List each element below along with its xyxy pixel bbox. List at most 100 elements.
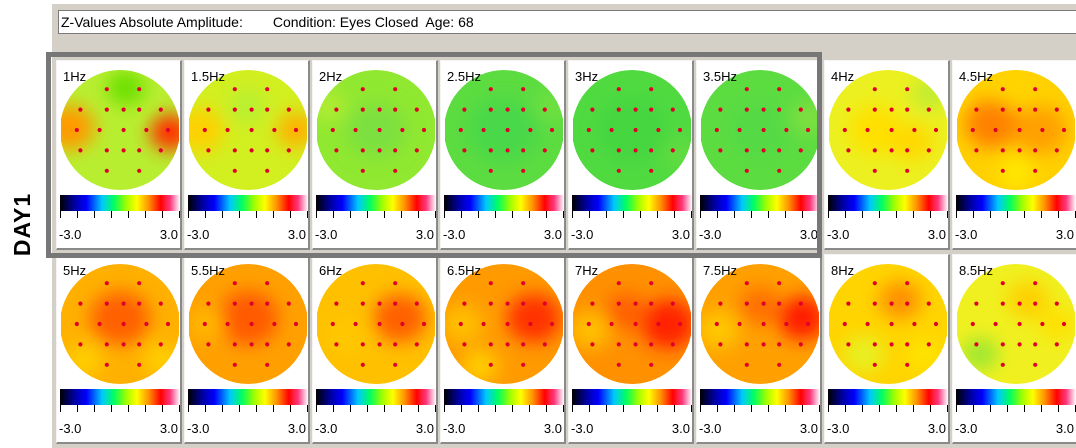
- scale-max: 3.0: [415, 227, 434, 242]
- topomap-panel[interactable]: 3Hz -3.0 3.0: [568, 60, 694, 250]
- head-topomap: [573, 70, 691, 190]
- electrode-dot: [905, 87, 910, 92]
- electrode-dot: [249, 301, 254, 306]
- head-topomap: [445, 264, 563, 384]
- electrode-dot: [656, 127, 661, 133]
- electrode-dot: [249, 148, 254, 153]
- electrode-dot: [616, 362, 621, 367]
- electrode-dot: [165, 321, 171, 327]
- electrode-dot: [104, 342, 109, 347]
- topomap-panel[interactable]: 7.5Hz -3.0 3.0: [696, 254, 822, 444]
- electrode-dot: [616, 342, 621, 347]
- electrode-dot: [549, 127, 555, 133]
- electrode-dot: [488, 281, 493, 286]
- topomap-panel[interactable]: 2.5Hz -3.0 3.0: [440, 60, 566, 250]
- electrode-dot: [377, 148, 382, 153]
- topomap-panel[interactable]: 3.5Hz -3.0 3.0: [696, 60, 822, 250]
- color-scale-bar: [828, 195, 948, 211]
- electrode-dot: [846, 342, 851, 347]
- electrode-dot: [616, 301, 621, 306]
- topomap-panel[interactable]: 8.5Hz -3.0 3.0: [952, 254, 1076, 444]
- electrode-dot: [97, 127, 102, 133]
- electrode-dot: [158, 107, 163, 112]
- color-scale-bar: [956, 389, 1076, 405]
- topomap-panel[interactable]: 2Hz -3.0 3.0: [312, 60, 438, 250]
- electrode-dot: [104, 107, 109, 112]
- electrode-dot: [777, 87, 782, 92]
- electrode-dot: [1054, 107, 1059, 112]
- electrode-dot: [225, 127, 230, 133]
- electrode-dot: [677, 127, 683, 133]
- condition-label: Condition: Eyes Closed: [272, 14, 419, 30]
- electrode-dot: [872, 107, 877, 112]
- scale-ticks: [188, 405, 308, 413]
- scale-ticks: [316, 405, 436, 413]
- electrode-dot: [974, 148, 979, 153]
- scale-ticks: [572, 211, 692, 219]
- electrode-dot: [1033, 87, 1038, 92]
- scale-min: -3.0: [59, 227, 82, 242]
- electrode-dot: [993, 127, 998, 133]
- electrode-dot: [633, 127, 638, 133]
- electrode-dot: [121, 107, 126, 112]
- electrode-dot: [458, 127, 463, 133]
- scale-ticks: [188, 211, 308, 219]
- electrode-dot: [334, 148, 339, 153]
- scale-max: 3.0: [1055, 421, 1074, 436]
- electrode-dot: [872, 87, 877, 92]
- scale-ticks: [956, 405, 1076, 413]
- scale-max: 3.0: [543, 227, 562, 242]
- electrode-dot: [144, 127, 149, 133]
- electrode-dot: [78, 342, 83, 347]
- scale-min: -3.0: [443, 421, 466, 436]
- scale-min: -3.0: [443, 227, 466, 242]
- topomap-panel[interactable]: 6.5Hz -3.0 3.0: [440, 254, 566, 444]
- scale-ticks: [828, 211, 948, 219]
- electrode-dot: [265, 362, 270, 367]
- topomap-panel[interactable]: 1Hz -3.0 3.0: [56, 60, 182, 250]
- electrode-dot: [761, 127, 766, 133]
- head-topomap: [189, 264, 307, 384]
- electrode-dot: [633, 148, 638, 153]
- electrode-dot: [158, 148, 163, 153]
- electrode-dot: [586, 321, 591, 327]
- electrode-dot: [744, 87, 749, 92]
- topomap-panel[interactable]: 1.5Hz -3.0 3.0: [184, 60, 310, 250]
- electrode-dot: [393, 87, 398, 92]
- electrode-dot: [505, 301, 510, 306]
- electrode-dot: [462, 342, 467, 347]
- electrode-dot: [334, 301, 339, 306]
- head-topomap: [317, 70, 435, 190]
- head-topomap: [445, 70, 563, 190]
- scale-ticks: [828, 405, 948, 413]
- electrode-dot: [104, 301, 109, 306]
- electrode-dot: [777, 362, 782, 367]
- topomap-panel[interactable]: 4.5Hz -3.0 3.0: [952, 60, 1076, 250]
- electrode-dot: [286, 107, 291, 112]
- scale-min: -3.0: [571, 421, 594, 436]
- scale-ticks: [444, 405, 564, 413]
- electrode-dot: [872, 301, 877, 306]
- electrode-dot: [393, 148, 398, 153]
- topomap-panel[interactable]: 5.5Hz -3.0 3.0: [184, 254, 310, 444]
- electrode-dot: [414, 107, 419, 112]
- electrode-dot: [206, 148, 211, 153]
- electrode-dot: [761, 321, 766, 327]
- topomap-panel[interactable]: 4Hz -3.0 3.0: [824, 60, 950, 250]
- electrode-dot: [265, 148, 270, 153]
- topomap-panel[interactable]: 8Hz -3.0 3.0: [824, 254, 950, 444]
- electrode-dot: [488, 148, 493, 153]
- electrode-dot: [649, 168, 654, 173]
- topomap-panel[interactable]: 6Hz -3.0 3.0: [312, 254, 438, 444]
- electrode-dot: [777, 168, 782, 173]
- electrode-dot: [784, 127, 789, 133]
- electrode-dot: [158, 342, 163, 347]
- electrode-dot: [714, 321, 719, 327]
- topomap-panel[interactable]: 5Hz -3.0 3.0: [56, 254, 182, 444]
- electrode-dot: [330, 127, 335, 133]
- electrode-dot: [481, 321, 486, 327]
- electrode-dot: [377, 301, 382, 306]
- topomap-panel[interactable]: 7Hz -3.0 3.0: [568, 254, 694, 444]
- electrode-dot: [1000, 148, 1005, 153]
- electrode-dot: [633, 342, 638, 347]
